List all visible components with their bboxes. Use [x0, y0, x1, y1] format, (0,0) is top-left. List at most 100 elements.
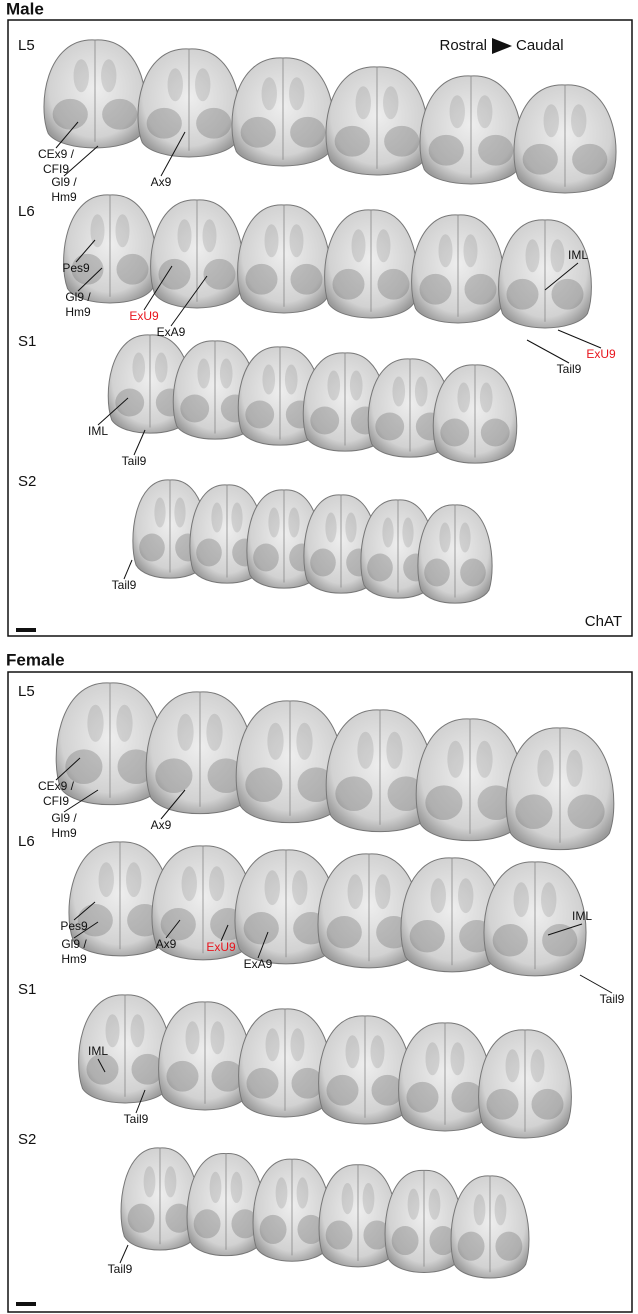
- ventral-horn: [290, 117, 325, 148]
- dorsal-horn: [327, 371, 340, 401]
- dorsal-horn: [348, 874, 363, 909]
- row-label: S1: [18, 981, 36, 998]
- dorsal-horn: [514, 882, 529, 917]
- dorsal-horn: [480, 383, 493, 413]
- ventral-horn: [139, 534, 165, 562]
- ventral-horn: [507, 279, 539, 310]
- figure: MaleL5CEx9 /CFI9Gl9 /Hm9Ax9L6Pes9Gl9 /Hm…: [0, 0, 638, 1314]
- dorsal-horn: [386, 732, 402, 769]
- dorsal-horn: [131, 1014, 145, 1047]
- dorsal-horn: [266, 1028, 280, 1061]
- dorsal-horn: [544, 104, 559, 137]
- ventral-horn: [115, 389, 144, 417]
- ventral-horn: [245, 767, 282, 802]
- annotation-label: Tail9: [124, 1112, 149, 1126]
- annotation-label: Ax9: [151, 175, 172, 189]
- stain-label: ChAT: [585, 613, 622, 630]
- ventral-horn: [367, 554, 393, 582]
- dorsal-horn: [342, 1183, 354, 1214]
- ventral-horn: [378, 269, 410, 300]
- leader-line: [558, 330, 601, 348]
- dorsal-horn: [451, 1042, 465, 1075]
- annotation-label: ExA9: [157, 325, 186, 339]
- ventral-horn: [128, 1204, 155, 1233]
- dorsal-horn: [426, 1042, 440, 1075]
- dorsal-horn: [571, 104, 586, 137]
- annotation-label: Tail9: [108, 1262, 133, 1276]
- dorsal-horn: [474, 1194, 486, 1225]
- annotation-label: Pes9: [62, 261, 90, 275]
- dorsal-horn: [375, 874, 390, 909]
- ventral-horn: [542, 924, 577, 956]
- ventral-horn: [465, 274, 497, 305]
- dorsal-horn: [186, 1021, 200, 1054]
- leader-line: [120, 1245, 128, 1263]
- dorsal-horn: [551, 239, 565, 272]
- dorsal-horn: [126, 862, 141, 897]
- dorsal-horn: [537, 750, 553, 787]
- dorsal-horn: [154, 498, 165, 528]
- annotation-label: CEx9 /: [38, 147, 75, 161]
- ventral-horn: [326, 1220, 353, 1249]
- dorsal-horn: [165, 1166, 177, 1197]
- ventral-horn: [117, 254, 149, 285]
- annotation-label: Ax9: [151, 818, 172, 832]
- dorsal-horn: [211, 1021, 225, 1054]
- dorsal-horn: [203, 219, 217, 252]
- annotation-label: Hm9: [51, 190, 77, 204]
- dorsal-horn: [231, 1172, 243, 1203]
- panel-title: Female: [6, 650, 65, 669]
- dorsal-horn: [566, 750, 582, 787]
- leader-line: [527, 340, 569, 363]
- dorsal-horn: [415, 377, 428, 407]
- ventral-horn: [375, 413, 404, 441]
- ventral-horn: [87, 1054, 119, 1085]
- ventral-horn: [291, 264, 323, 295]
- dorsal-horn: [74, 59, 89, 92]
- annotation-label: Gl9 /: [51, 811, 77, 825]
- row-label: S2: [18, 1131, 36, 1148]
- dorsal-horn: [291, 1028, 305, 1061]
- annotation-label: Tail9: [600, 992, 625, 1006]
- ventral-horn: [572, 144, 607, 175]
- annotation-label: Gl9 /: [65, 290, 91, 304]
- ventral-horn: [487, 1089, 519, 1120]
- dorsal-horn: [265, 224, 279, 257]
- ventral-horn: [159, 259, 191, 290]
- dorsal-horn: [531, 1049, 545, 1082]
- dorsal-horn: [383, 86, 398, 119]
- ventral-horn: [440, 419, 469, 447]
- annotation-label: ExU9: [129, 309, 159, 323]
- dorsal-horn: [346, 1035, 360, 1068]
- annotation-label: Gl9 /: [61, 937, 87, 951]
- annotation-label: IML: [568, 248, 588, 262]
- ventral-horn: [253, 544, 279, 572]
- dorsal-horn: [116, 214, 130, 247]
- dorsal-horn: [292, 870, 307, 905]
- dorsal-horn: [168, 68, 183, 101]
- dorsal-horn: [476, 741, 492, 778]
- ventral-horn: [410, 920, 445, 952]
- dorsal-horn: [116, 705, 132, 742]
- dorsal-horn: [178, 219, 192, 252]
- annotation-label: Hm9: [65, 305, 91, 319]
- dorsal-horn: [106, 1014, 120, 1047]
- dorsal-horn: [231, 503, 242, 533]
- annotation-label: ExU9: [586, 347, 616, 361]
- dorsal-horn: [431, 878, 446, 913]
- direction-arrow: [492, 38, 512, 54]
- dorsal-horn: [439, 234, 453, 267]
- dorsal-horn: [101, 59, 116, 92]
- dorsal-horn: [290, 224, 304, 257]
- dorsal-horn: [296, 723, 312, 760]
- leader-line: [580, 975, 612, 993]
- dorsal-horn: [211, 503, 222, 533]
- dorsal-horn: [429, 1189, 441, 1220]
- sections: [56, 683, 614, 1278]
- ventral-horn: [196, 539, 222, 567]
- annotation-label: CFI9: [43, 162, 69, 176]
- ventral-horn: [515, 794, 552, 829]
- ventral-horn: [333, 269, 365, 300]
- dorsal-horn: [197, 359, 210, 389]
- dorsal-horn: [297, 1177, 309, 1208]
